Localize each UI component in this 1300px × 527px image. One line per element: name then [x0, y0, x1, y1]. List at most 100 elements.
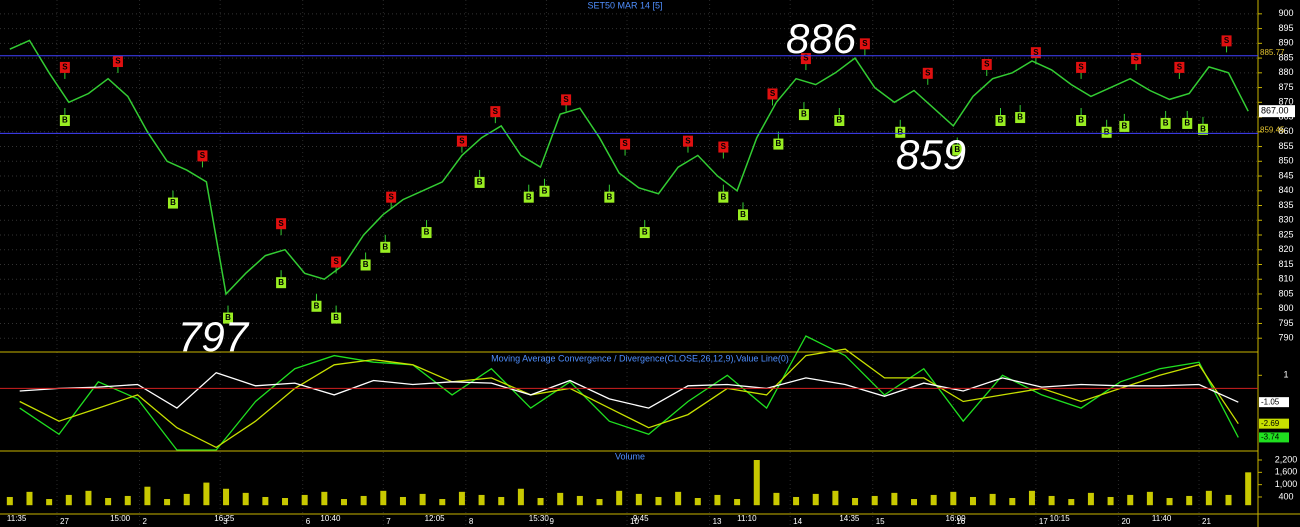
volume-bar: [675, 491, 682, 506]
volume-bar: [183, 493, 190, 506]
y-tick-label: 895: [1278, 23, 1293, 33]
signal-marker: [639, 227, 650, 239]
volume-bar: [694, 498, 701, 506]
last-price-label: 867.00: [1261, 106, 1289, 116]
signal-label: B: [836, 116, 842, 125]
macd-line: [19, 348, 1239, 449]
volume-bar: [1146, 491, 1153, 506]
signal-marker: [682, 135, 693, 147]
signal-label: S: [622, 139, 628, 148]
signal-marker: [604, 191, 615, 203]
volume-bar: [753, 460, 760, 506]
level-label: 859.45: [1260, 126, 1285, 135]
y-tick-label: 835: [1278, 200, 1293, 210]
signal-marker: [895, 126, 906, 138]
x-tick-label: 11:35: [7, 514, 27, 523]
volume-bar: [1205, 490, 1212, 506]
last-value-label: -3.74: [1261, 433, 1280, 442]
chart-title: SET50 MAR 14 [5]: [587, 0, 662, 10]
level-label: 885.77: [1260, 48, 1285, 57]
signal-marker: [474, 176, 485, 188]
day-label: 21: [1202, 517, 1211, 526]
volume-bar: [734, 499, 741, 506]
last-value-label: -1.05: [1261, 397, 1280, 406]
y-tick-label: 860: [1278, 126, 1293, 136]
signal-label: B: [1078, 116, 1084, 125]
signal-marker: [490, 106, 501, 118]
x-tick-label: 15:00: [110, 514, 131, 523]
grid: [0, 0, 1258, 527]
signal-label: B: [954, 145, 960, 154]
signal-label: B: [740, 210, 746, 219]
signal-label: S: [862, 39, 868, 48]
signal-label: S: [493, 107, 499, 116]
volume-bar: [1186, 495, 1193, 506]
volume-bar: [911, 499, 918, 506]
y-tick-label: 830: [1278, 215, 1293, 225]
y-tick-label: 2,200: [1275, 454, 1298, 464]
volume-bar: [478, 494, 485, 506]
volume-bar: [832, 490, 839, 506]
signal-marker: [773, 138, 784, 150]
signal-label: B: [1121, 122, 1127, 131]
signal-label: B: [998, 116, 1004, 125]
signal-marker: [386, 191, 397, 203]
y-tick-label: 875: [1278, 82, 1293, 92]
day-label: 6: [306, 517, 311, 526]
y-tick-label: 850: [1278, 156, 1293, 166]
signal-marker: [738, 209, 749, 221]
y-tick-label: 1,000: [1275, 479, 1298, 489]
signal-marker: [167, 197, 178, 209]
signal-marker: [276, 218, 287, 230]
volume-bar: [360, 495, 367, 506]
day-label: 20: [1121, 517, 1130, 526]
volume-bar: [1028, 490, 1035, 506]
signal-marker: [1101, 126, 1112, 138]
signal-label: B: [526, 192, 532, 201]
y-tick-label: 810: [1278, 274, 1293, 284]
signal-marker: [59, 61, 70, 73]
volume-bar: [144, 486, 151, 506]
signal-marker: [1076, 61, 1087, 73]
x-tick-label: 16:25: [214, 514, 235, 523]
signal-label: S: [1224, 36, 1230, 45]
signal-label: B: [1200, 124, 1206, 133]
volume-bar: [950, 491, 957, 506]
signal-marker: [523, 191, 534, 203]
signal-label: S: [1033, 48, 1039, 57]
signal-label: B: [642, 228, 648, 237]
signal-label: S: [459, 136, 465, 145]
volume-bar: [537, 498, 544, 506]
signal-label: S: [115, 57, 121, 66]
volume-bar: [1225, 494, 1232, 506]
volume-bar: [6, 496, 13, 506]
x-tick-label: 11:40: [1152, 514, 1172, 523]
signal-label: B: [801, 110, 807, 119]
signal-label: B: [363, 260, 369, 269]
volume-bar: [262, 496, 269, 506]
volume-bar: [773, 492, 780, 506]
volume-bar: [498, 496, 505, 506]
volume-bar: [1009, 498, 1016, 506]
signal-label: B: [477, 178, 483, 187]
volume-bar: [1245, 472, 1252, 506]
signal-label: B: [62, 116, 68, 125]
x-tick-label: 10:40: [320, 514, 341, 523]
y-tick-label: 795: [1278, 318, 1293, 328]
volume-bar: [871, 495, 878, 506]
signal-marker: [718, 141, 729, 153]
signal-label: B: [225, 313, 231, 322]
x-tick-label: 11:10: [737, 514, 757, 523]
signal-label: B: [775, 139, 781, 148]
y-tick-label: 815: [1278, 259, 1293, 269]
x-tick-label: 16:00: [946, 514, 967, 523]
signal-marker: [981, 58, 992, 70]
volume-bar: [1107, 496, 1114, 506]
y-tick-label: 1: [1283, 370, 1288, 380]
volume-bar: [596, 499, 603, 506]
volume-bar: [419, 493, 426, 506]
volume-bar: [301, 494, 308, 506]
y-tick-label: 800: [1278, 303, 1293, 313]
